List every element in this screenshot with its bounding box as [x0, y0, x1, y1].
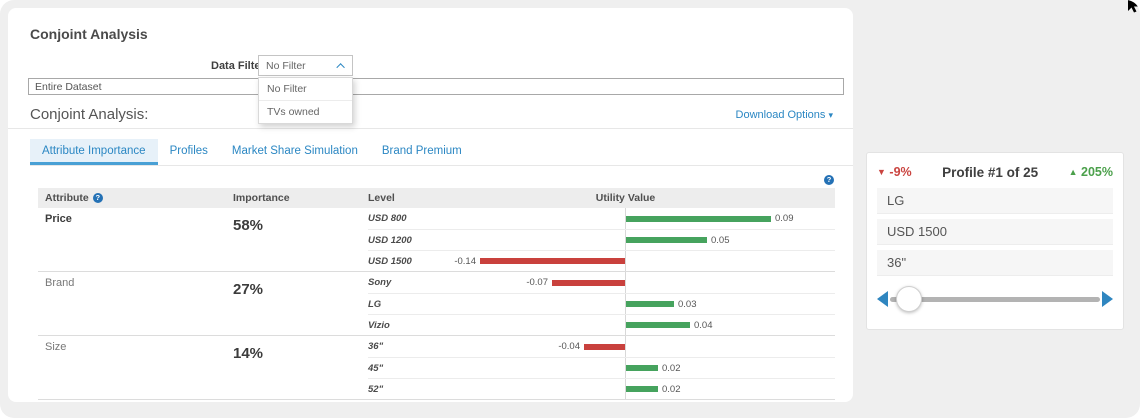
level-name: Sony	[368, 277, 392, 288]
data-filter-option-tvs-owned[interactable]: TVs owned	[259, 100, 352, 123]
profile-attribute-size: 36"	[877, 250, 1113, 276]
decrease-stat: ▼ -9%	[877, 165, 912, 179]
level-row: 45" 0.02	[368, 357, 835, 378]
utility-bar	[552, 279, 625, 286]
utility-bar	[626, 237, 707, 243]
attribute-importance-table: Attribute ? Importance Level Utility Val…	[38, 188, 835, 400]
level-row: Vizio 0.04	[368, 314, 835, 335]
utility-value-label: 0.02	[662, 383, 681, 395]
level-name: USD 800	[368, 213, 407, 224]
profile-title: Profile #1 of 25	[942, 164, 1039, 180]
conjoint-analysis-card: Conjoint Analysis Data Filter No Filter …	[8, 8, 853, 402]
attribute-name: Price	[45, 213, 72, 225]
utility-value-label: 0.05	[711, 234, 730, 246]
help-icon[interactable]: ?	[824, 175, 834, 185]
profile-panel: ▼ -9% Profile #1 of 25 ▲ 205% LG USD 150…	[866, 152, 1124, 330]
level-row: Sony -0.07	[368, 272, 835, 293]
increase-stat: ▲ 205%	[1068, 165, 1113, 179]
utility-value-label: -0.07	[526, 277, 548, 288]
utility-bar	[480, 258, 625, 264]
attribute-group: Brand 27% Sony -0.07 LG 0.03 Vizio 0.04	[38, 272, 835, 336]
importance-value: 27%	[233, 281, 264, 298]
tab-market-share-simulation[interactable]: Market Share Simulation	[231, 145, 358, 157]
utility-bar	[626, 365, 658, 371]
column-header-importance: Importance	[233, 192, 290, 204]
profile-attribute-brand: LG	[877, 188, 1113, 214]
utility-bar	[626, 215, 771, 222]
attribute-name: Size	[45, 341, 67, 353]
utility-value-label: -0.14	[454, 255, 476, 267]
level-name: USD 1500	[368, 255, 412, 267]
data-filter-select[interactable]: No Filter	[258, 55, 353, 76]
download-options-link[interactable]: Download Options ▾	[735, 109, 833, 121]
slider-track[interactable]	[890, 285, 1100, 312]
caret-down-icon: ▾	[828, 110, 833, 120]
utility-bar	[584, 343, 625, 350]
cursor-icon	[1128, 0, 1139, 13]
level-row: USD 1500 -0.14	[368, 250, 835, 271]
profile-panel-header: ▼ -9% Profile #1 of 25 ▲ 205%	[877, 161, 1113, 183]
attribute-name: Brand	[45, 277, 75, 289]
data-filter-selected-value: No Filter	[266, 59, 306, 72]
table-header-row: Attribute ? Importance Level Utility Val…	[38, 188, 835, 208]
level-name: 36"	[368, 341, 384, 352]
slider-next-arrow[interactable]	[1102, 291, 1113, 307]
utility-value-label: 0.02	[662, 362, 681, 374]
attribute-group: Size 14% 36" -0.04 45" 0.02 52" 0.02	[38, 336, 835, 400]
utility-value-label: 0.03	[678, 298, 697, 310]
level-name: 45"	[368, 362, 384, 374]
dataset-input[interactable]	[28, 78, 844, 95]
column-header-attribute: Attribute ?	[38, 192, 233, 204]
triangle-up-icon: ▲	[1068, 167, 1078, 177]
importance-value: 14%	[233, 345, 264, 362]
page-title: Conjoint Analysis	[30, 26, 148, 42]
section-title: Conjoint Analysis:	[30, 106, 149, 123]
level-row: 36" -0.04	[368, 336, 835, 357]
slider-handle[interactable]	[896, 285, 923, 312]
chevron-up-icon	[336, 62, 345, 72]
level-row: 52" 0.02	[368, 378, 835, 399]
level-row: USD 800 0.09	[368, 208, 835, 229]
column-header-level: Level	[368, 192, 395, 204]
tab-bar: Attribute Importance Profiles Market Sha…	[30, 139, 853, 166]
table-body: Price 58% USD 800 0.09 USD 1200 0.05 USD 1500 -…	[38, 208, 835, 400]
utility-value-label: 0.09	[775, 213, 794, 224]
slider-prev-arrow[interactable]	[877, 291, 888, 307]
utility-value-label: -0.04	[558, 341, 580, 352]
tab-attribute-importance[interactable]: Attribute Importance	[30, 139, 158, 165]
level-name: Vizio	[368, 319, 390, 331]
level-name: 52"	[368, 383, 384, 395]
data-filter-option-no-filter[interactable]: No Filter	[267, 83, 307, 95]
column-header-utility-value: Utility Value	[595, 192, 656, 204]
data-filter-label: Data Filter	[211, 60, 265, 72]
profile-attribute-price: USD 1500	[877, 219, 1113, 245]
importance-value: 58%	[233, 217, 264, 234]
section-divider	[8, 128, 853, 129]
utility-value-label: 0.04	[694, 319, 713, 331]
level-row: USD 1200 0.05	[368, 229, 835, 250]
utility-bar	[626, 301, 674, 307]
data-filter-dropdown-menu: No Filter TVs owned	[258, 77, 353, 124]
profile-slider	[877, 285, 1113, 313]
utility-bar	[626, 386, 658, 392]
help-icon[interactable]: ?	[92, 193, 103, 203]
triangle-down-icon: ▼	[877, 167, 886, 177]
level-name: LG	[368, 298, 382, 310]
attribute-group: Price 58% USD 800 0.09 USD 1200 0.05 USD 1500 -…	[38, 208, 835, 272]
level-name: USD 1200	[368, 234, 412, 246]
level-row: LG 0.03	[368, 293, 835, 314]
tab-profiles[interactable]: Profiles	[169, 145, 208, 157]
utility-bar	[626, 322, 690, 328]
tab-brand-premium[interactable]: Brand Premium	[381, 145, 462, 157]
